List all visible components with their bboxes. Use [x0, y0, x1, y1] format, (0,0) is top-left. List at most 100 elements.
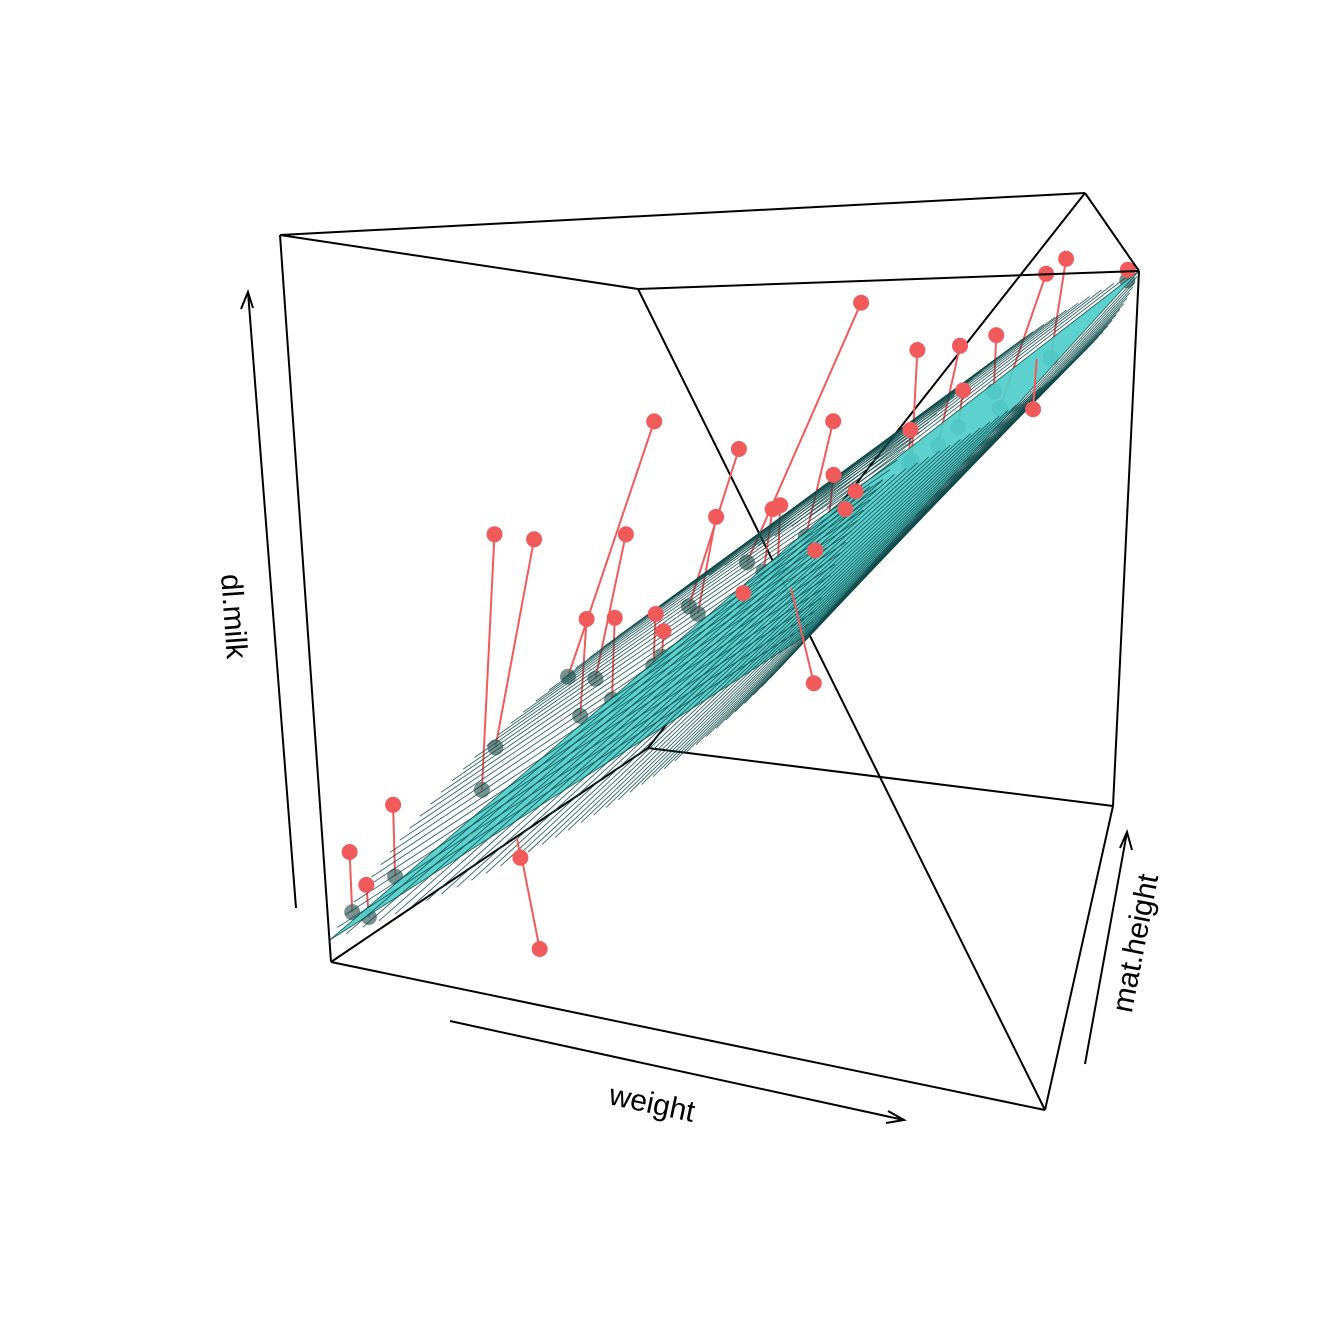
- drop-line: [992, 335, 998, 392]
- plane-mesh-line: [757, 302, 1079, 546]
- data-point: [847, 483, 864, 500]
- yaxis-arrow: [1084, 831, 1128, 1065]
- plane-mesh-line: [567, 404, 1017, 831]
- plane-mesh-line: [791, 289, 1102, 527]
- box-edge: [637, 270, 1140, 290]
- plane-mesh-line: [708, 323, 1045, 576]
- data-point: [531, 941, 548, 957]
- plane-mesh-line: [362, 486, 871, 928]
- box-edge: [637, 288, 1046, 1111]
- yaxis-arrowhead: [1119, 829, 1133, 851]
- data-point: [385, 796, 402, 813]
- plane-mesh-line: [801, 276, 1138, 644]
- data-point: [358, 876, 375, 893]
- regression-plane: [329, 270, 1140, 941]
- plane-mesh-line: [426, 462, 918, 902]
- data-point: [853, 294, 870, 311]
- drop-line: [392, 804, 397, 877]
- plane-mesh-line: [527, 421, 991, 853]
- data-point: [655, 623, 672, 640]
- drop-line: [480, 534, 496, 790]
- plane-mesh-line: [409, 530, 852, 829]
- plane-mesh-line: [605, 387, 1042, 808]
- plane-mesh-line: [329, 497, 845, 941]
- data-point: [735, 585, 752, 601]
- drop-line: [804, 420, 835, 537]
- data-point: [952, 337, 968, 354]
- box-edge: [279, 234, 332, 963]
- plane-mesh-line: [378, 480, 883, 922]
- plane-mesh-line: [826, 276, 1127, 508]
- plane-mesh-line: [353, 597, 822, 903]
- drop-line: [567, 421, 656, 678]
- box-edge: [330, 747, 649, 963]
- plane-mesh-line: [456, 450, 941, 888]
- plane-mesh-line: [485, 439, 961, 874]
- data-point: [1058, 250, 1075, 267]
- plane-mesh-line: [474, 469, 891, 758]
- plane-mesh-line: [692, 331, 1034, 586]
- plane-mesh-line: [793, 281, 1136, 652]
- data-point: [909, 342, 926, 358]
- drop-line: [1032, 358, 1038, 410]
- box-edge: [1044, 805, 1114, 1111]
- data-point: [1025, 401, 1042, 418]
- data-point: [730, 441, 747, 457]
- plane-mesh-line: [471, 444, 951, 881]
- data-point: [807, 542, 824, 559]
- bounding-box-front-edges: [279, 192, 1140, 1111]
- data-point: [902, 421, 919, 438]
- plane-mesh-line: [419, 520, 858, 817]
- box-edge: [279, 234, 639, 290]
- drop-line: [652, 613, 657, 666]
- plane-mesh-line: [844, 270, 1140, 499]
- drop-line: [518, 848, 541, 950]
- data-point: [1119, 261, 1136, 278]
- plane-surface: [329, 271, 1139, 941]
- data-point: [825, 466, 842, 483]
- data-point: [988, 327, 1005, 344]
- plane-mesh-line: [774, 296, 1090, 537]
- drop-line: [348, 851, 354, 913]
- plane-mesh-line: [808, 283, 1115, 518]
- fitted-point-shadow: [572, 707, 589, 724]
- plane-mesh-line: [500, 433, 972, 867]
- data-point: [647, 606, 664, 622]
- plane-mesh-line: [593, 392, 1034, 816]
- plane-mesh-line: [541, 415, 1000, 846]
- data-point: [617, 526, 634, 543]
- data-point: [825, 413, 842, 430]
- xaxis-label: weight: [605, 1078, 698, 1129]
- plane-mesh-line: [580, 398, 1026, 823]
- plane-mesh-line: [389, 552, 841, 853]
- data-point: [512, 849, 529, 866]
- data-point: [646, 413, 663, 430]
- box-edge: [1084, 192, 1140, 272]
- data-point: [837, 501, 854, 517]
- plane-mesh-line: [554, 410, 1009, 838]
- data-point: [805, 675, 822, 692]
- data-point: [526, 531, 543, 548]
- data-point: [955, 382, 972, 399]
- plane-mesh-line: [362, 586, 826, 890]
- axis-arrows: [240, 289, 1133, 1124]
- xaxis-arrowhead: [885, 1110, 907, 1124]
- drop-line: [494, 539, 536, 748]
- plane-mesh-line: [380, 563, 836, 866]
- plane-mesh-line: [399, 541, 847, 841]
- xaxis-arrow: [449, 1020, 905, 1121]
- plane-mesh-line: [514, 427, 981, 860]
- plane-mesh-line: [786, 286, 1133, 661]
- plane-mesh-line: [575, 395, 955, 669]
- plane-mesh-line: [345, 491, 858, 935]
- box-edge: [330, 961, 1046, 1111]
- plane-mesh-line: [441, 456, 930, 895]
- zaxis-arrow: [247, 291, 297, 909]
- plane-mesh-line: [371, 574, 831, 878]
- drop-line: [594, 534, 627, 679]
- drop-line: [790, 588, 815, 684]
- data-point: [341, 844, 358, 860]
- data-points: [341, 250, 1136, 957]
- data-point: [486, 526, 503, 543]
- box-edge: [279, 192, 1086, 236]
